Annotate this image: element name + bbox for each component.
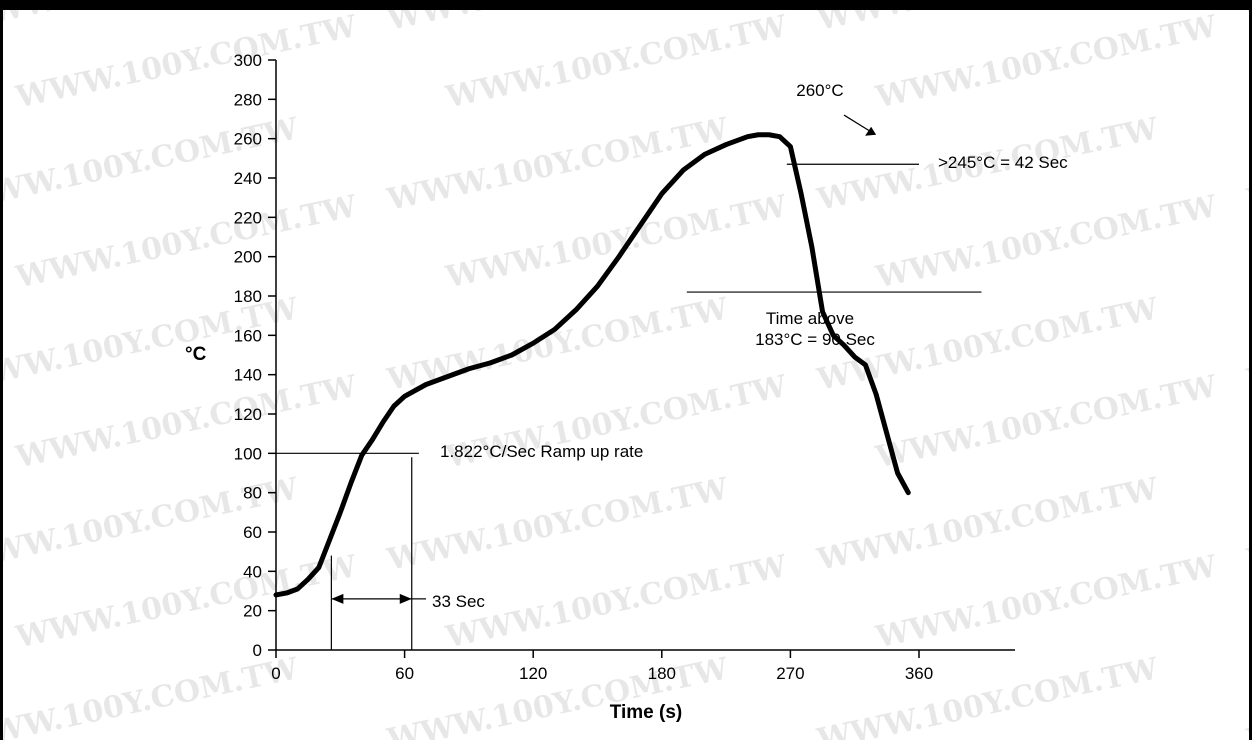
x-axis-ticks: 0 60 120 180 270 360: [271, 650, 933, 683]
x-tick-label: 180: [648, 664, 676, 683]
x-tick-label: 270: [776, 664, 804, 683]
watermark-text: WWW.100Y.COM.TW: [1243, 291, 1252, 398]
y-axis-ticks: 0 20 40 60 80 100 120 140 160 180 200 220 240 260 280 3…: [234, 51, 276, 660]
ramp-rate-label: 1.822°C/Sec Ramp up rate: [440, 442, 643, 461]
peak-pointer-line: [843, 114, 873, 134]
top-bar: [0, 0, 1252, 10]
peak-label: 260°C: [796, 81, 843, 100]
y-tick-label: 280: [234, 90, 262, 109]
watermark-text: WWW.100Y.COM.TW: [12, 369, 361, 476]
x-tick-label: 360: [905, 664, 933, 683]
watermark-text: WWW.100Y.COM.TW: [383, 471, 732, 578]
watermark-text: WWW.100Y.COM.TW: [12, 189, 361, 296]
y-tick-label: 60: [243, 523, 262, 542]
annotation-lines: [276, 114, 982, 650]
x-tick-label: 60: [395, 664, 414, 683]
axes: [275, 60, 1015, 651]
watermark-text: WWW.100Y.COM.TW: [0, 111, 302, 218]
x-tick-label: 0: [271, 664, 280, 683]
ramp-time-label: 33 Sec: [432, 592, 485, 611]
y-tick-label: 200: [234, 248, 262, 267]
above-245-label: >245°C = 42 Sec: [938, 153, 1068, 172]
y-tick-label: 180: [234, 287, 262, 306]
peak-arrowhead: [865, 126, 877, 136]
watermark-text: WWW.100Y.COM.TW: [1243, 0, 1252, 38]
y-tick-label: 100: [234, 444, 262, 463]
watermark-text: WWW.100Y.COM.TW: [0, 651, 302, 740]
y-tick-label: 40: [243, 562, 262, 581]
temperature-profile-line: [273, 132, 911, 598]
watermark-text: WWW.100Y.COM.TW: [442, 9, 791, 116]
watermark-text: WWW.100Y.COM.TW: [1243, 471, 1252, 578]
watermark-text: WWW.100Y.COM.TW: [872, 189, 1221, 296]
x-tick-label: 120: [519, 664, 547, 683]
watermark-text: WWW.100Y.COM.TW: [813, 471, 1162, 578]
watermark-text: WWW.100Y.COM.TW: [872, 369, 1221, 476]
arrowhead-left: [331, 593, 344, 604]
watermark-text: WWW.100Y.COM.TW: [872, 549, 1221, 656]
watermark-text: WWW.100Y.COM.TW: [1243, 651, 1252, 740]
above-183-label-line1: Time above: [766, 309, 854, 328]
watermark-text: WWW.100Y.COM.TW: [383, 111, 732, 218]
watermark-text: WWW.100Y.COM.TW: [12, 9, 361, 116]
y-tick-label: 160: [234, 326, 262, 345]
watermark-text: WWW.100Y.COM.TW: [442, 189, 791, 296]
x-axis-title: Time (s): [610, 702, 683, 723]
above-183-label-line2: 183°C = 90 Sec: [755, 330, 875, 349]
y-tick-label: 240: [234, 169, 262, 188]
y-tick-label: 140: [234, 366, 262, 385]
y-tick-label: 120: [234, 405, 262, 424]
watermark-text: WWW.100Y.COM.TW: [383, 651, 732, 740]
y-tick-label: 260: [234, 130, 262, 149]
watermark-text: WWW.100Y.COM.TW: [12, 549, 361, 656]
watermark-text: WWW.100Y.COM.TW: [872, 9, 1221, 116]
watermark-text: WWW.100Y.COM.TW: [442, 549, 791, 656]
y-tick-label: 0: [253, 641, 262, 660]
y-axis-title: °C: [185, 344, 207, 365]
y-tick-label: 80: [243, 484, 262, 503]
watermark-text: WWW.100Y.COM.TW: [813, 651, 1162, 740]
watermark-text: WWW.100Y.COM.TW: [1243, 111, 1252, 218]
arrowhead-right: [399, 593, 412, 604]
y-tick-label: 20: [243, 602, 262, 621]
y-tick-label: 220: [234, 208, 262, 227]
y-tick-label: 300: [234, 51, 262, 70]
